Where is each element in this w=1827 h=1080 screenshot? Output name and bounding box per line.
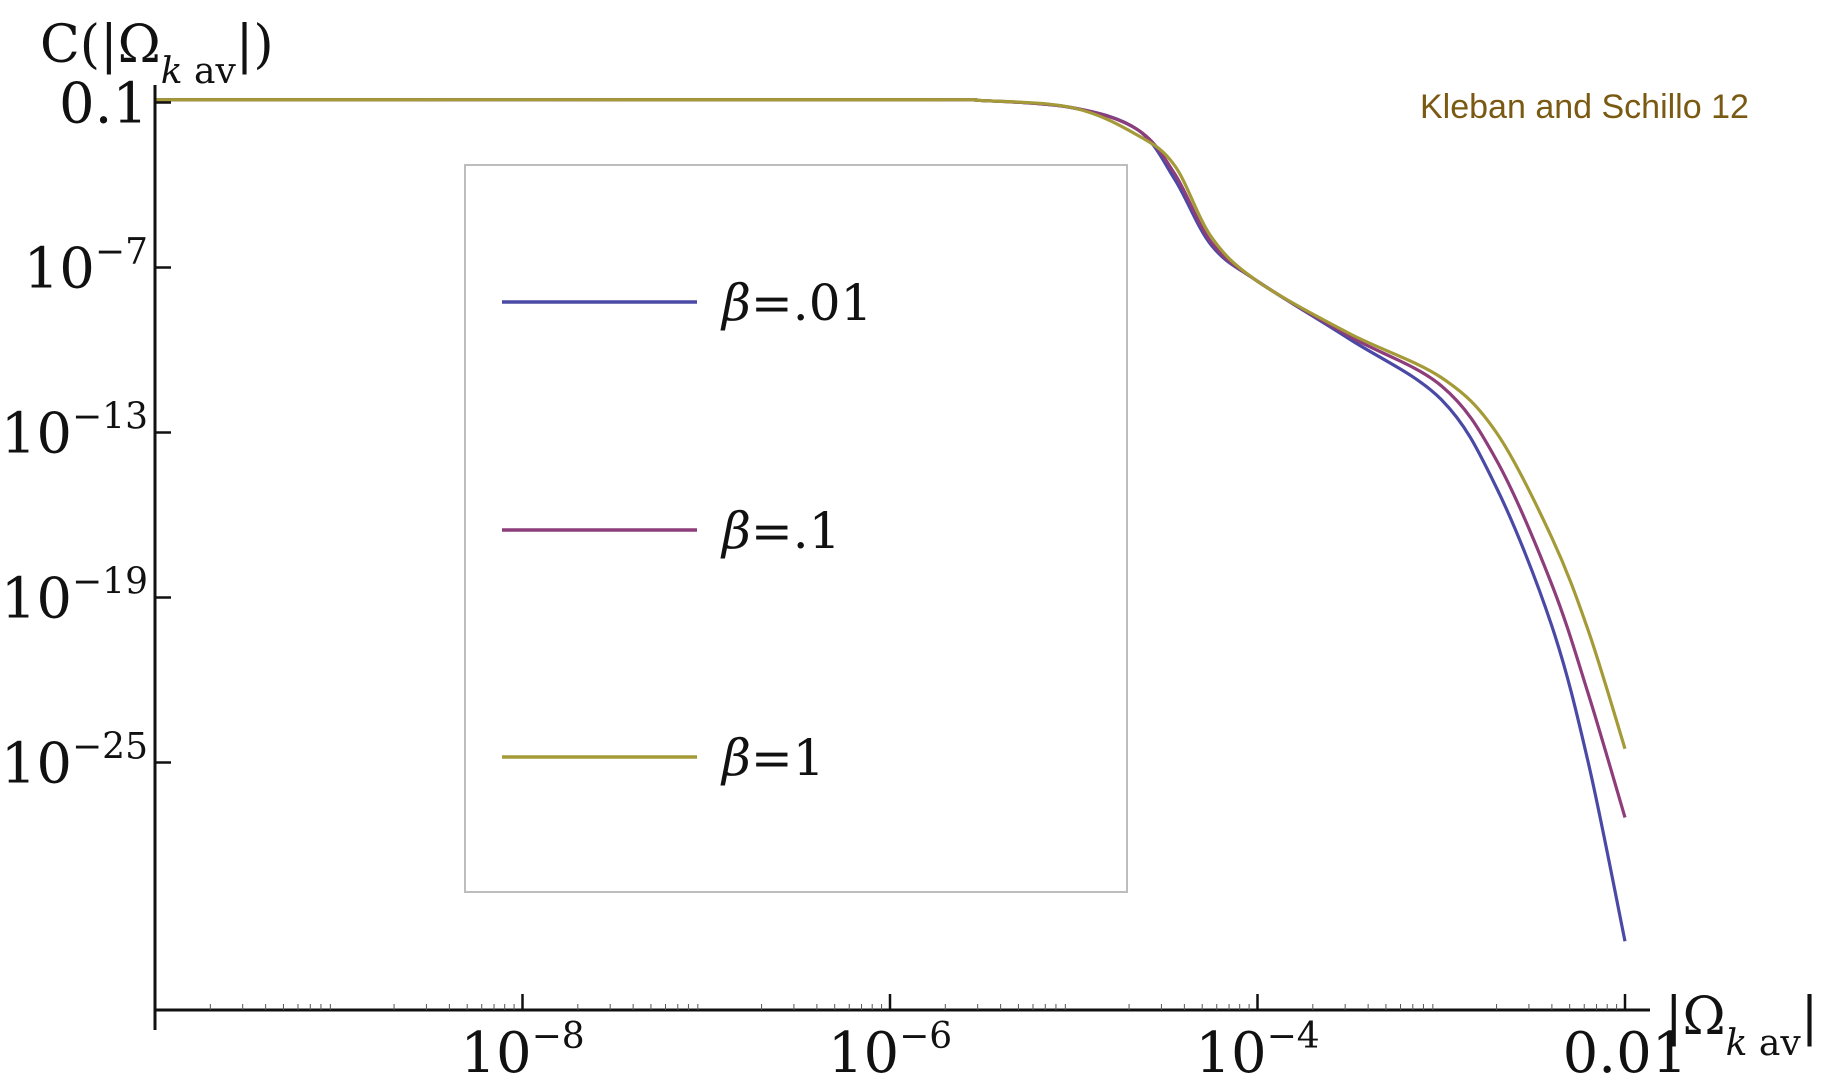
- series-lines: [154, 98, 1627, 942]
- legend-label-2: β=.1: [720, 502, 841, 560]
- legend-label-3: β=1: [720, 729, 825, 787]
- x-axis-title: |Ωk av|: [1665, 987, 1818, 1064]
- x-tick-label: 10−6: [828, 1016, 952, 1080]
- x-tick-label: 0.01: [1563, 1021, 1688, 1080]
- annotation-text: Kleban and Schillo 12: [1420, 88, 1749, 126]
- x-tick-label: 10−8: [460, 1016, 584, 1080]
- y-tick-label: 10−19: [1, 562, 148, 632]
- axes: 10−8 10−6 10−4 0.01 0.1 10−7 10−13 10−19 10−25: [1, 72, 1688, 1080]
- series-line-3: [154, 98, 1627, 750]
- y-tick-label: 10−7: [24, 232, 148, 302]
- legend-label-1: β=.01: [720, 274, 872, 332]
- y-tick-label: 10−25: [1, 727, 148, 797]
- y-tick-label: 0.1: [59, 72, 148, 137]
- legend: β=.01 β=.1 β=1: [464, 164, 1128, 893]
- x-tick-label: 10−4: [1195, 1016, 1319, 1080]
- y-tick-label: 10−13: [1, 397, 148, 467]
